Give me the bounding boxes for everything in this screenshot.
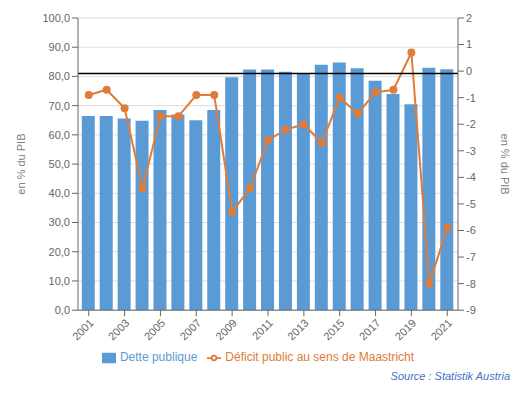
svg-text:50,0: 50,0 (49, 158, 70, 170)
svg-text:2009: 2009 (213, 317, 239, 343)
svg-text:70,0: 70,0 (49, 100, 70, 112)
svg-text:-2: -2 (466, 118, 476, 130)
svg-text:-7: -7 (466, 251, 476, 263)
svg-text:80,0: 80,0 (49, 70, 70, 82)
svg-text:2001: 2001 (70, 317, 96, 343)
svg-text:2011: 2011 (250, 317, 275, 342)
svg-text:2013: 2013 (285, 317, 311, 343)
html-text:Déficit public au sens de Maas: Déficit public au sens de Maastricht (225, 350, 415, 365)
svg-text:2021: 2021 (428, 317, 454, 343)
svg-text:0: 0 (466, 65, 472, 77)
svg-text:2017: 2017 (357, 317, 383, 343)
svg-text:en % du PIB: en % du PIB (15, 134, 27, 195)
svg-text:2007: 2007 (177, 317, 203, 343)
svg-text:30,0: 30,0 (49, 216, 70, 228)
svg-text:20,0: 20,0 (49, 246, 70, 258)
svg-text:2015: 2015 (321, 317, 347, 343)
svg-text:1: 1 (466, 38, 472, 50)
svg-text:-8: -8 (466, 278, 476, 290)
svg-text:90,0: 90,0 (49, 41, 70, 53)
svg-text:2: 2 (466, 12, 472, 24)
svg-text:-9: -9 (466, 304, 476, 316)
svg-text:-3: -3 (466, 145, 476, 157)
svg-text:-4: -4 (466, 171, 476, 183)
svg-text:en % du PIB: en % du PIB (499, 134, 511, 195)
svg-text:60,0: 60,0 (49, 129, 70, 141)
svg-text:2003: 2003 (106, 317, 132, 343)
svg-text:2005: 2005 (142, 317, 168, 343)
svg-text:100,0: 100,0 (42, 12, 70, 24)
svg-text:10,0: 10,0 (49, 275, 70, 287)
html-text:Source : Statistik Austria: Source : Statistik Austria (390, 370, 510, 382)
svg-text:-1: -1 (466, 92, 476, 104)
svg-text:40,0: 40,0 (49, 187, 70, 199)
html-text:Dette publique: Dette publique (119, 350, 198, 365)
svg-text:0,0: 0,0 (55, 304, 70, 316)
svg-text:2019: 2019 (393, 317, 419, 343)
svg-text:-6: -6 (466, 224, 476, 236)
svg-text:-5: -5 (466, 198, 476, 210)
